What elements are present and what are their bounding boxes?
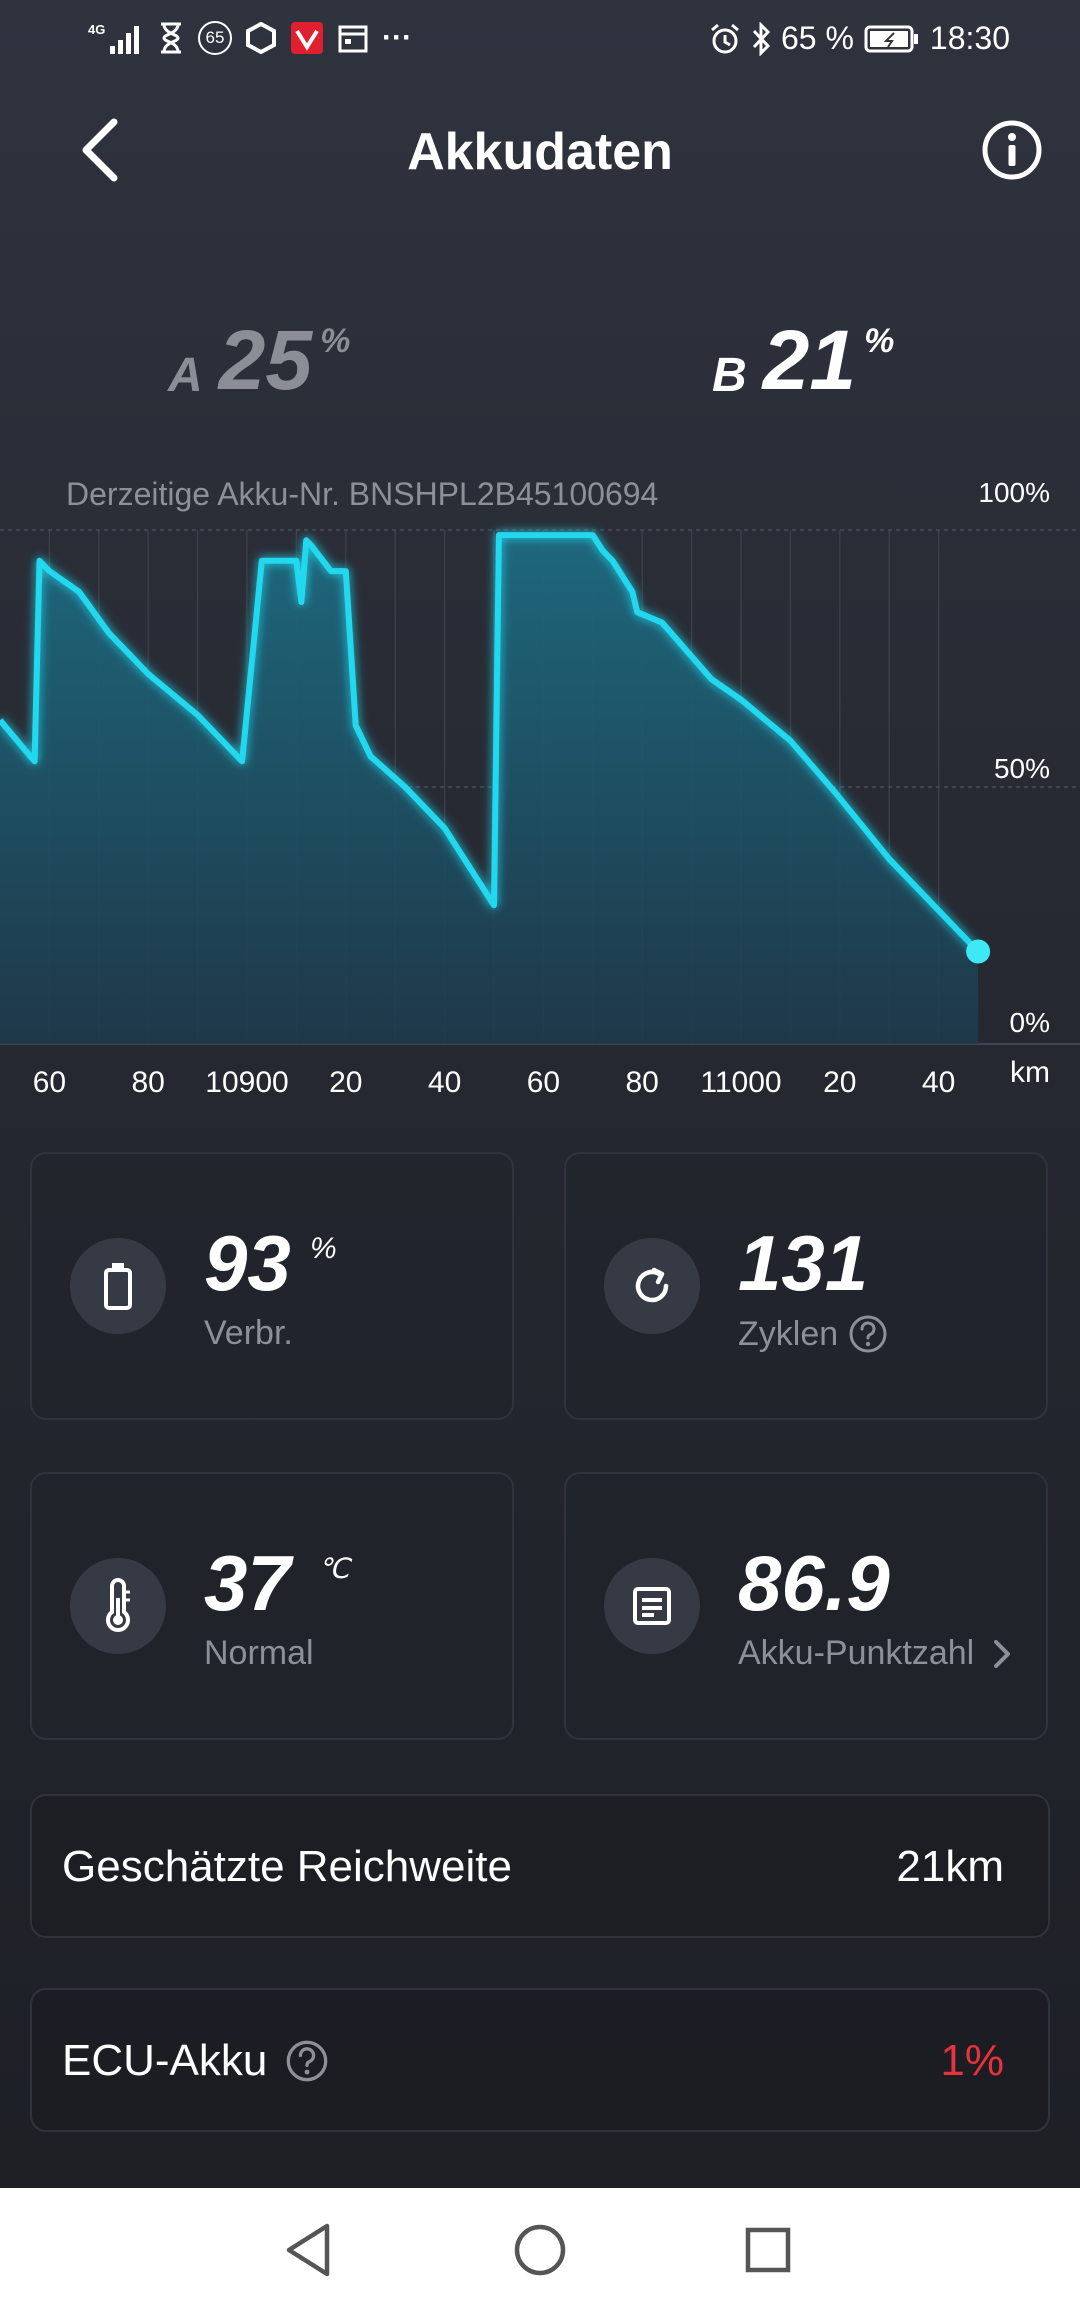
cycles-label: Zyklen [738,1314,888,1354]
temperature-value: 37 [204,1539,291,1627]
hourglass-icon [158,20,184,56]
estimated-range-row: Geschätzte Reichweite 21km [30,1794,1050,1938]
battery-serial-label: Derzeitige Akku-Nr. BNSHPL2B45100694 [66,476,659,512]
x-tick-label: 11000 [700,1066,781,1099]
x-tick-label: 80 [626,1066,659,1099]
battery-icon [864,21,920,57]
chevron-left-icon [82,118,118,182]
cycles-value: 131 [738,1219,869,1307]
x-tick-label: 20 [329,1066,362,1099]
hexagon-app-icon [246,20,276,56]
thermometer-icon [70,1558,166,1654]
consumption-card: 93 % Verbr. [30,1152,514,1420]
akku-percent-row: A 25 % B 21 % [0,310,1080,420]
red-app-icon [290,20,324,56]
temperature-label: Normal [204,1634,314,1673]
nav-home-button[interactable] [502,2212,578,2288]
temperature-label-text: Normal [204,1634,314,1672]
info-button[interactable] [974,112,1050,188]
akku-b-letter: B [712,349,747,402]
page-title: Akkudaten [407,123,673,181]
akku-a-value: 25 [218,313,313,407]
y-tick-label: 50% [994,753,1050,784]
ecu-battery-label-text: ECU-Akku [62,2036,268,2085]
ecu-battery-row: ECU-Akku 1% [30,1988,1050,2132]
bluetooth-icon [751,21,771,57]
akku-b[interactable]: B 21 % [712,310,894,410]
akku-b-unit: % [864,322,895,360]
y-tick-label: 100% [978,477,1050,508]
clock: 18:30 [929,20,1010,56]
consumption-unit: % [310,1232,337,1265]
akku-a-unit: % [320,322,351,360]
nav-back-icon [286,2223,330,2277]
x-tick-label: 60 [33,1066,66,1099]
status-bar: 4G 4G 65 ··· 65 [0,0,1080,80]
score-label-text: Akku-Punktzahl [738,1634,975,1672]
x-tick-label: 40 [428,1066,461,1099]
chart-area [0,535,979,1044]
notification-badge-text: 65 [205,28,225,47]
cycles-help-icon[interactable] [848,1314,888,1354]
x-tick-label: 80 [132,1066,165,1099]
score-label: Akku-Punktzahl [738,1634,1012,1673]
signal-icon: 4G [88,20,144,56]
x-axis-unit: km [1010,1056,1050,1089]
consumption-label-text: Verbr. [204,1314,293,1352]
back-button[interactable] [60,110,140,190]
score-value: 86.9 [738,1539,890,1627]
temperature-card: 37 ℃ Normal [30,1472,514,1740]
app-header: Akkudaten [0,100,1080,200]
more-notifications: ··· [382,21,412,54]
akku-b-value: 21 [762,313,857,407]
consumption-value: 93 [204,1219,291,1307]
estimated-range-label-text: Geschätzte Reichweite [62,1842,512,1891]
battery-icon [70,1238,166,1334]
estimated-range-value: 21km [896,1842,1004,1891]
x-tick-label: 40 [922,1066,955,1099]
refresh-icon [604,1238,700,1334]
x-tick-label: 60 [527,1066,560,1099]
calendar-icon [338,20,368,56]
document-icon [604,1558,700,1654]
system-nav-bar [0,2188,1080,2312]
battery-level-chart: 100% 50% 0% 60 80 10900 20 40 60 80 11000 20 40 km [0,477,1080,1099]
ecu-battery-label: ECU-Akku [62,2036,329,2086]
chevron-right-icon [992,1638,1012,1670]
temperature-unit: ℃ [318,1553,350,1584]
nav-recents-icon [745,2227,791,2273]
consumption-label: Verbr. [204,1314,293,1353]
nav-recents-button[interactable] [730,2212,806,2288]
ecu-battery-value: 1% [940,2036,1004,2085]
nav-home-icon [514,2224,566,2276]
alarm-icon [709,21,741,57]
chart-current-point [966,939,991,964]
estimated-range-label: Geschätzte Reichweite [62,1842,512,1892]
x-tick-label: 20 [823,1066,856,1099]
cycles-label-text: Zyklen [738,1314,839,1353]
cycles-card: 131 Zyklen [564,1152,1048,1420]
y-tick-label: 0% [1010,1007,1050,1038]
svg-text:4G: 4G [88,22,105,37]
chart-line [0,532,981,954]
info-icon [982,120,1042,180]
ecu-help-icon[interactable] [285,2039,329,2083]
notification-badge: 65 [198,21,232,55]
score-card[interactable]: 86.9 Akku-Punktzahl [564,1472,1048,1740]
akku-a[interactable]: A 25 % [168,310,350,410]
x-tick-label: 10900 [205,1066,288,1099]
akku-a-letter: A [168,349,203,402]
nav-back-button[interactable] [270,2212,346,2288]
battery-percent: 65 % [780,20,854,56]
